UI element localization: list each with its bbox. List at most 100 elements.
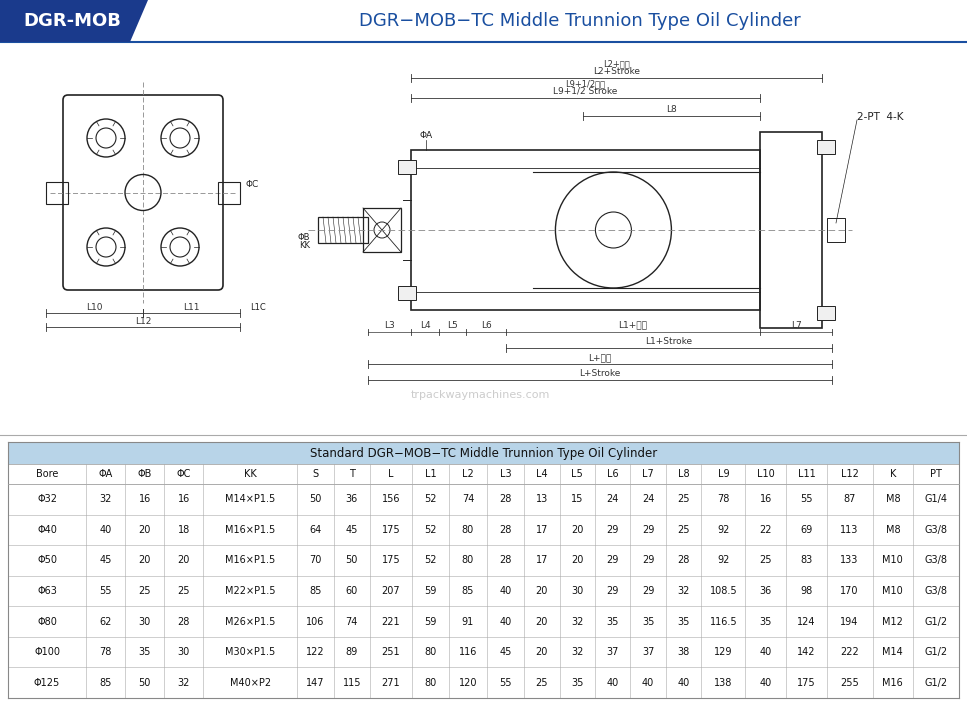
Text: L7: L7 bbox=[642, 469, 654, 479]
Text: 50: 50 bbox=[345, 555, 358, 565]
Text: Φ80: Φ80 bbox=[37, 616, 57, 627]
Text: 16: 16 bbox=[138, 494, 151, 504]
Text: Φ125: Φ125 bbox=[34, 677, 60, 688]
Text: L2+Stroke: L2+Stroke bbox=[593, 67, 640, 76]
Text: 36: 36 bbox=[760, 586, 772, 596]
Text: DGR−MOB−TC Middle Trunnion Type Oil Cylinder: DGR−MOB−TC Middle Trunnion Type Oil Cyli… bbox=[359, 12, 801, 30]
Text: 50: 50 bbox=[138, 677, 151, 688]
Text: 170: 170 bbox=[840, 586, 859, 596]
Text: M8: M8 bbox=[886, 525, 900, 535]
Text: 45: 45 bbox=[499, 647, 512, 657]
Text: L12: L12 bbox=[840, 469, 859, 479]
Text: M10: M10 bbox=[883, 586, 903, 596]
Text: 45: 45 bbox=[345, 525, 358, 535]
Text: KK: KK bbox=[299, 241, 310, 251]
Text: 251: 251 bbox=[382, 647, 400, 657]
Text: 91: 91 bbox=[462, 616, 474, 627]
Text: L5: L5 bbox=[447, 321, 458, 329]
Text: L9+1/2行程: L9+1/2行程 bbox=[566, 79, 605, 88]
Text: Φ40: Φ40 bbox=[37, 525, 57, 535]
Text: 194: 194 bbox=[840, 616, 859, 627]
Text: PT: PT bbox=[930, 469, 942, 479]
Text: 50: 50 bbox=[309, 494, 321, 504]
Text: ΦA: ΦA bbox=[420, 131, 432, 140]
Text: 35: 35 bbox=[138, 647, 151, 657]
Text: 28: 28 bbox=[178, 616, 190, 627]
Text: L6: L6 bbox=[607, 469, 619, 479]
Text: 115: 115 bbox=[342, 677, 361, 688]
Text: 175: 175 bbox=[797, 677, 816, 688]
Text: 13: 13 bbox=[536, 494, 548, 504]
Text: L+Stroke: L+Stroke bbox=[579, 369, 621, 378]
Text: 20: 20 bbox=[178, 555, 190, 565]
Text: L3: L3 bbox=[500, 469, 512, 479]
Text: Standard DGR−MOB−TC Middle Trunnion Type Oil Cylinder: Standard DGR−MOB−TC Middle Trunnion Type… bbox=[309, 446, 658, 460]
Text: M16×P1.5: M16×P1.5 bbox=[225, 555, 276, 565]
Text: M10: M10 bbox=[883, 555, 903, 565]
Text: 32: 32 bbox=[571, 647, 583, 657]
Text: 221: 221 bbox=[382, 616, 400, 627]
Text: G1/2: G1/2 bbox=[924, 647, 948, 657]
Text: L6: L6 bbox=[481, 321, 491, 329]
Text: 98: 98 bbox=[801, 586, 812, 596]
Text: L+行程: L+行程 bbox=[588, 354, 611, 362]
Text: 37: 37 bbox=[606, 647, 619, 657]
Text: 25: 25 bbox=[677, 525, 689, 535]
Text: 35: 35 bbox=[677, 616, 689, 627]
Text: 80: 80 bbox=[425, 647, 436, 657]
Text: 55: 55 bbox=[100, 586, 112, 596]
Text: 25: 25 bbox=[138, 586, 151, 596]
Text: 78: 78 bbox=[100, 647, 112, 657]
Text: 142: 142 bbox=[797, 647, 815, 657]
Text: 89: 89 bbox=[345, 647, 358, 657]
Text: 52: 52 bbox=[425, 494, 437, 504]
Text: 17: 17 bbox=[536, 525, 548, 535]
Text: M12: M12 bbox=[883, 616, 903, 627]
Text: 80: 80 bbox=[425, 677, 436, 688]
Text: 32: 32 bbox=[571, 616, 583, 627]
Text: 20: 20 bbox=[536, 586, 548, 596]
Text: 222: 222 bbox=[840, 647, 859, 657]
Text: M16: M16 bbox=[883, 677, 903, 688]
Text: 29: 29 bbox=[642, 555, 655, 565]
Text: 70: 70 bbox=[309, 555, 321, 565]
Text: L2+行程: L2+行程 bbox=[603, 60, 630, 69]
Text: L11: L11 bbox=[184, 303, 200, 312]
Text: DGR-MOB: DGR-MOB bbox=[23, 12, 121, 30]
Text: 69: 69 bbox=[801, 525, 812, 535]
Text: 74: 74 bbox=[345, 616, 358, 627]
Text: 40: 40 bbox=[100, 525, 112, 535]
Text: L12: L12 bbox=[134, 317, 151, 326]
Text: 62: 62 bbox=[100, 616, 112, 627]
Text: L11: L11 bbox=[798, 469, 815, 479]
Bar bbox=[318, 217, 368, 243]
Bar bbox=[363, 208, 401, 252]
Bar bbox=[411, 150, 760, 310]
Text: 20: 20 bbox=[536, 647, 548, 657]
Text: 64: 64 bbox=[309, 525, 321, 535]
Text: 92: 92 bbox=[718, 525, 729, 535]
Text: 55: 55 bbox=[800, 494, 812, 504]
Text: 37: 37 bbox=[642, 647, 655, 657]
Text: 16: 16 bbox=[178, 494, 190, 504]
Bar bbox=[817, 140, 835, 154]
Bar bbox=[218, 182, 240, 204]
Text: M22×P1.5: M22×P1.5 bbox=[225, 586, 276, 596]
Text: 24: 24 bbox=[642, 494, 655, 504]
Text: G3/8: G3/8 bbox=[924, 586, 948, 596]
Text: 35: 35 bbox=[642, 616, 655, 627]
Text: 138: 138 bbox=[715, 677, 733, 688]
Text: G1/4: G1/4 bbox=[924, 494, 948, 504]
Text: ΦA: ΦA bbox=[99, 469, 113, 479]
Text: 108.5: 108.5 bbox=[710, 586, 737, 596]
Text: L10: L10 bbox=[86, 303, 103, 312]
Text: L: L bbox=[388, 469, 394, 479]
Text: 122: 122 bbox=[306, 647, 325, 657]
Text: 2-PT  4-K: 2-PT 4-K bbox=[857, 112, 903, 122]
Text: Φ100: Φ100 bbox=[34, 647, 60, 657]
Text: 35: 35 bbox=[606, 616, 619, 627]
Text: Φ50: Φ50 bbox=[37, 555, 57, 565]
Text: 16: 16 bbox=[760, 494, 772, 504]
Bar bbox=[8, 442, 959, 464]
Text: 28: 28 bbox=[499, 525, 512, 535]
